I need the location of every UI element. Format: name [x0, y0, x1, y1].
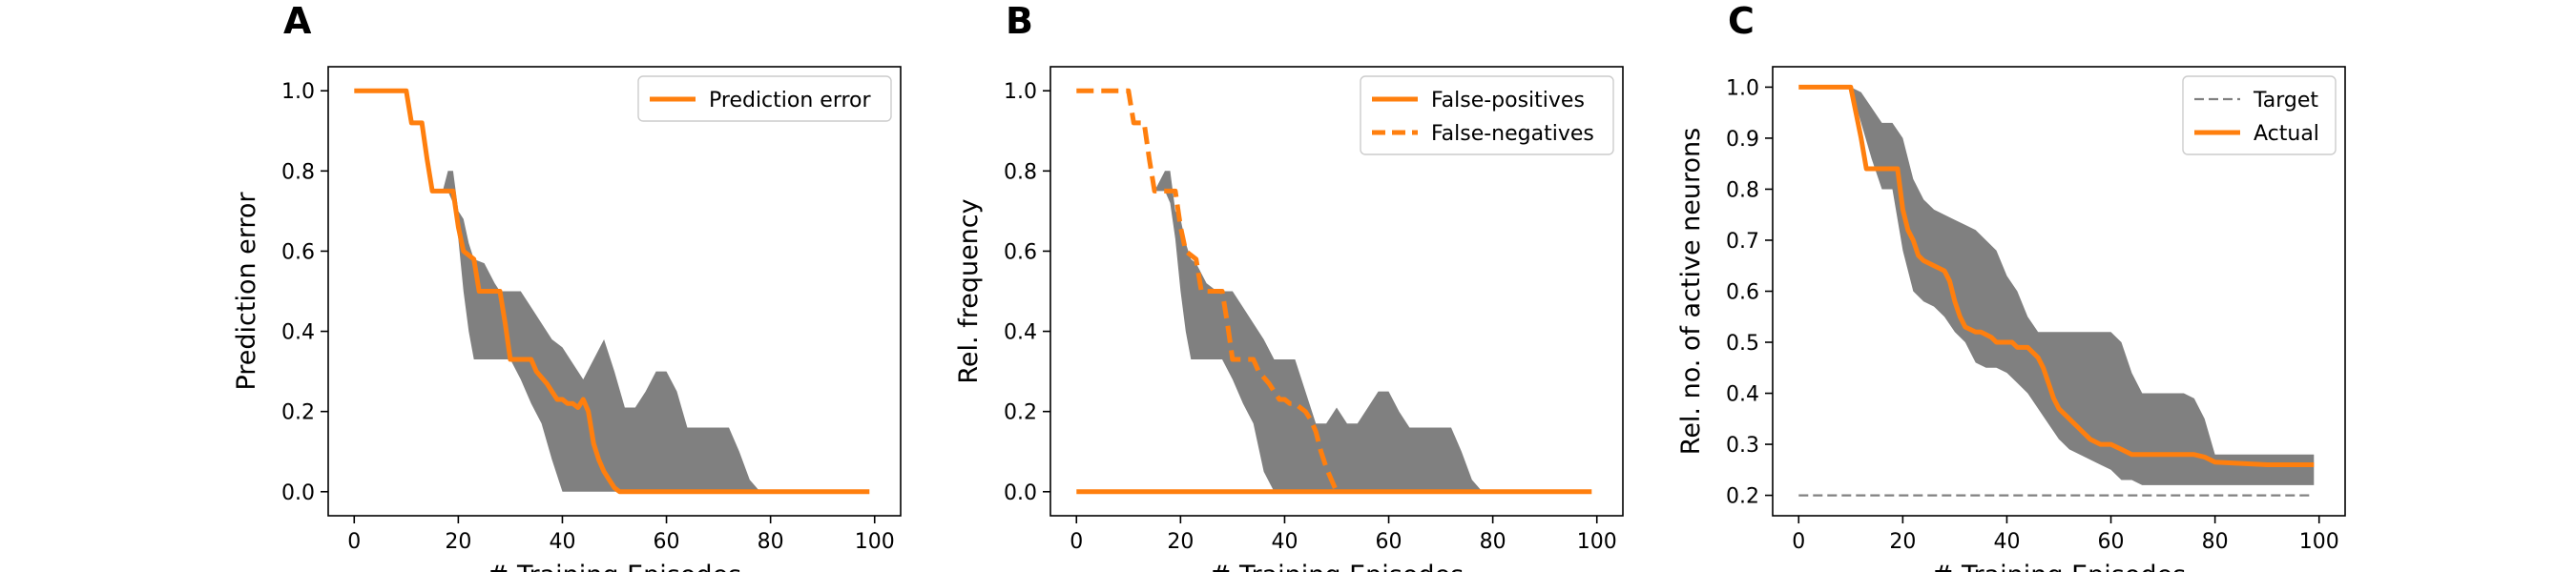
confidence-band [1850, 87, 2315, 485]
y-tick-label: 0.0 [281, 481, 315, 505]
legend: Prediction error [637, 75, 892, 122]
x-tick-label: 80 [2202, 530, 2229, 554]
y-axis-label: Rel. no. of active neurons [1676, 128, 1706, 455]
panel-letter: A [283, 0, 312, 42]
y-tick-label: 0.6 [1004, 240, 1037, 264]
confidence-band [411, 91, 870, 492]
x-tick-label: 100 [855, 530, 895, 554]
y-axis-label: Prediction error [232, 192, 261, 391]
legend: Target Actual [2182, 75, 2337, 155]
legend-box [1360, 75, 1614, 155]
y-tick-label: 0.6 [281, 240, 315, 264]
legend-box [637, 75, 892, 122]
x-tick-label: 60 [2098, 530, 2125, 554]
x-tick-label: 40 [1271, 530, 1298, 554]
legend-entry-label: Target [2253, 89, 2318, 112]
x-tick-label: 20 [1167, 530, 1194, 554]
y-tick-label: 0.8 [1726, 178, 1759, 202]
y-tick-label: 0.2 [1004, 401, 1037, 425]
x-tick-label: 0 [1792, 530, 1805, 554]
panel-letter: B [1006, 0, 1033, 42]
x-tick-label: 20 [1889, 530, 1916, 554]
y-tick-label: 1.0 [1726, 76, 1759, 100]
series-line-actual [1798, 84, 2315, 467]
x-tick-label: 40 [549, 530, 575, 554]
y-tick-label: 0.3 [1726, 434, 1759, 458]
plot-area [354, 88, 870, 495]
x-tick-label: 60 [654, 530, 680, 554]
x-axis-label: # Training Episodes [488, 561, 741, 572]
plot-area [1076, 88, 1592, 495]
x-axis-label: # Training Episodes [1932, 561, 2186, 572]
y-tick-label: 1.0 [1004, 80, 1037, 104]
y-tick-label: 0.9 [1726, 128, 1759, 152]
series-line-false-negatives [1076, 88, 1340, 493]
series-line-prediction-error [354, 88, 870, 495]
y-tick-label: 0.8 [281, 160, 315, 184]
y-tick-label: 0.4 [1726, 383, 1759, 407]
x-tick-label: 100 [2299, 530, 2339, 554]
axes-frame [1049, 66, 1624, 517]
y-tick-label: 0.4 [1004, 321, 1037, 345]
x-tick-label: 80 [1480, 530, 1506, 554]
axes-frame [327, 66, 902, 517]
legend-entry-label: Prediction error [709, 89, 871, 112]
y-tick-label: 0.5 [1726, 332, 1759, 356]
y-axis-label: Rel. frequency [954, 198, 984, 383]
y-tick-label: 0.4 [281, 321, 315, 345]
legend-entry-label: Actual [2254, 122, 2319, 146]
x-tick-label: 0 [1070, 530, 1083, 554]
x-tick-label: 80 [758, 530, 784, 554]
y-tick-label: 0.6 [1726, 281, 1759, 305]
x-tick-label: 40 [1993, 530, 2020, 554]
y-tick-label: 0.8 [1004, 160, 1037, 184]
x-tick-label: 20 [445, 530, 471, 554]
legend-entry-label: False-positives [1431, 89, 1585, 112]
y-tick-label: 0.2 [1726, 485, 1759, 509]
panel-b: B 0 20 40 60 80 100 0.0 0.2 0.4 0.6 0.8 1.0 # Trainin… [954, 0, 1624, 572]
y-tick-label: 0.0 [1004, 481, 1037, 505]
plot-area [1798, 84, 2315, 497]
x-tick-label: 0 [347, 530, 361, 554]
panel-a: A 0 20 40 60 80 100 0.0 0.2 0.4 0.6 0.8 1.0 # Trainin… [232, 0, 902, 572]
panel-c: C 0 20 40 60 80 100 0.2 0.3 0.4 0.5 0.6 0.7 0.8 0.9 1.0… [1676, 0, 2346, 572]
legend: False-positives False-negatives [1360, 75, 1614, 155]
x-tick-label: 100 [1577, 530, 1617, 554]
y-tick-label: 0.2 [281, 401, 315, 425]
confidence-band [1144, 171, 1592, 492]
legend-entry-label: False-negatives [1431, 122, 1594, 146]
panel-letter: C [1728, 0, 1755, 42]
y-tick-label: 0.7 [1726, 230, 1759, 254]
y-tick-label: 1.0 [281, 80, 315, 104]
x-tick-label: 60 [1376, 530, 1402, 554]
x-axis-label: # Training Episodes [1210, 561, 1464, 572]
